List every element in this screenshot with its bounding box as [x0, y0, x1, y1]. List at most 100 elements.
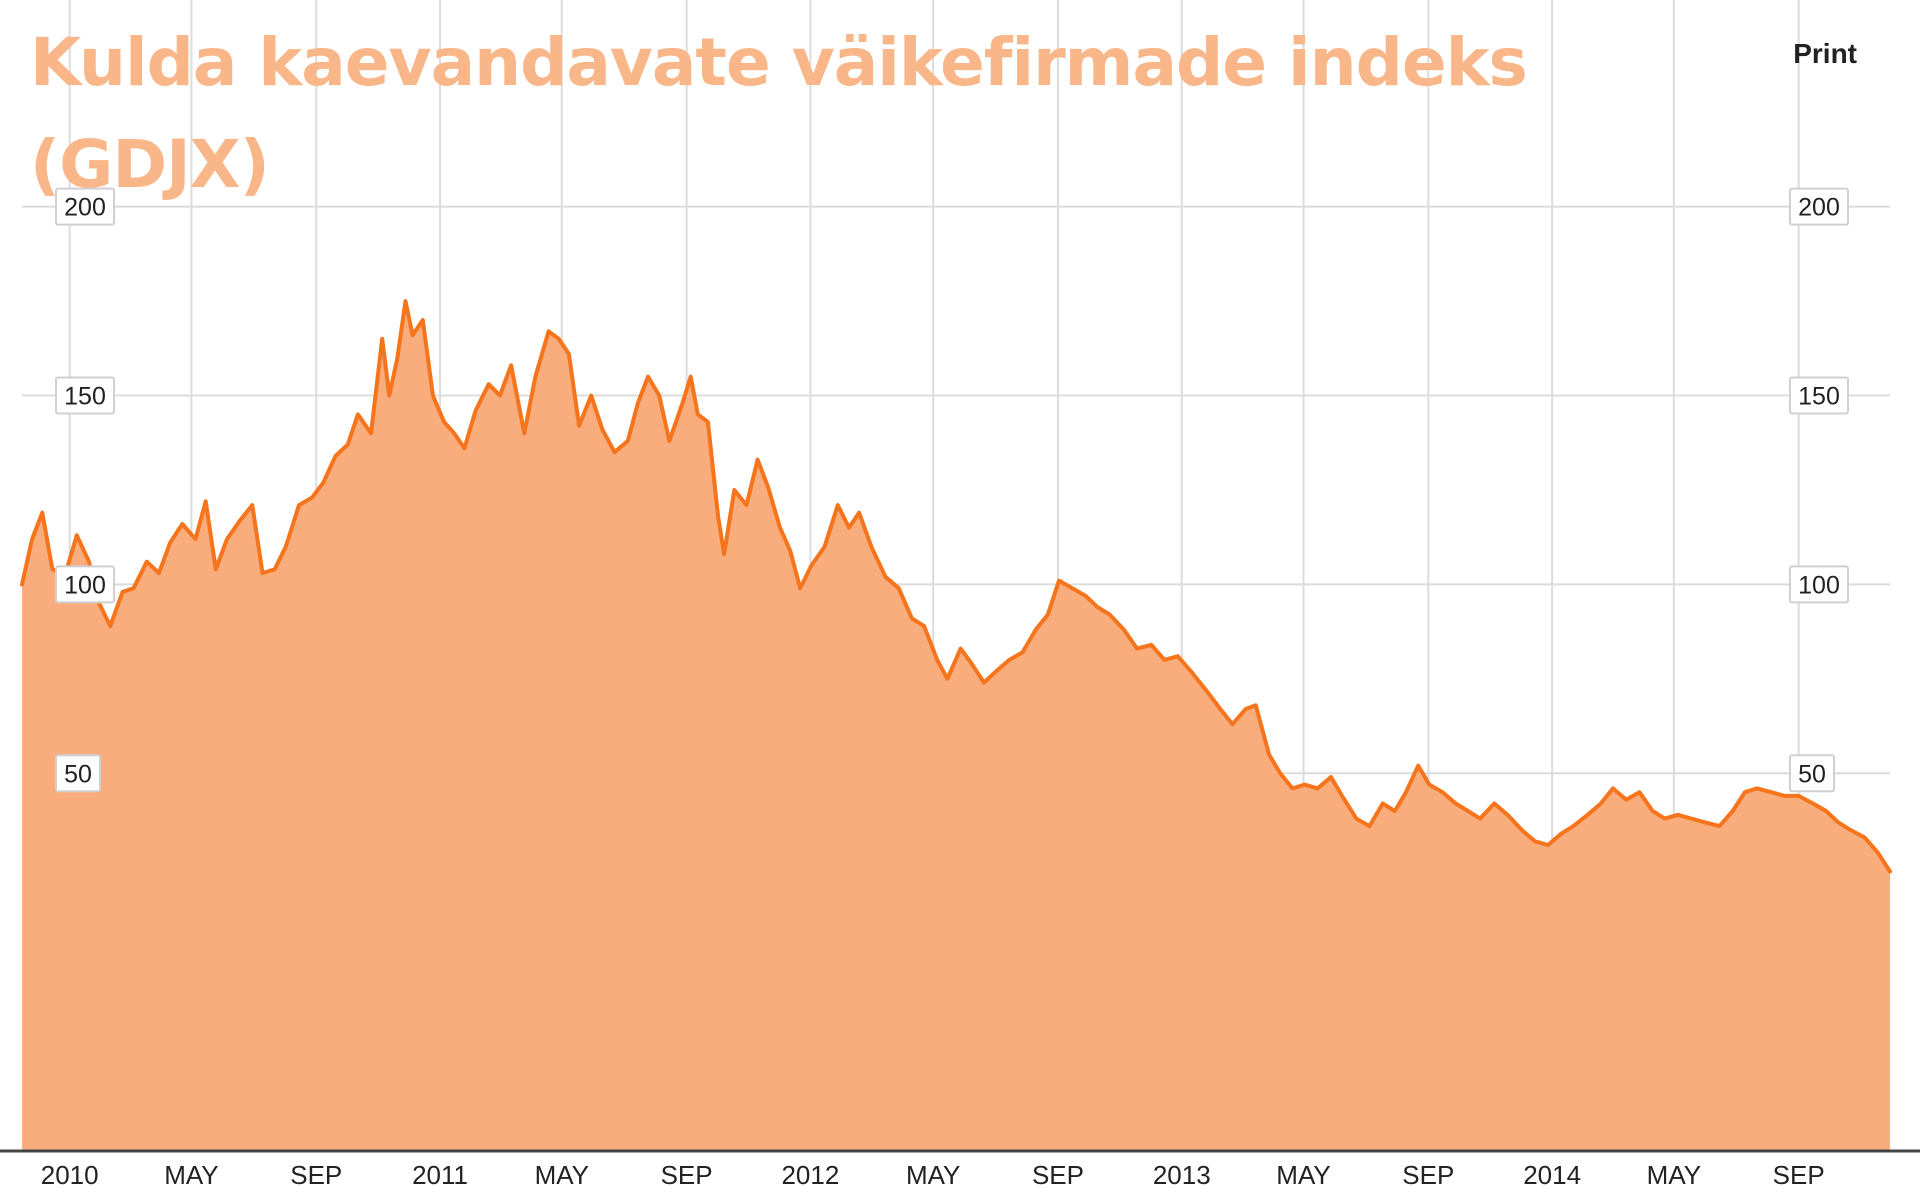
data-point — [1454, 802, 1458, 806]
data-point — [1244, 707, 1248, 711]
data-point — [836, 503, 840, 507]
data-point — [168, 541, 172, 545]
data-point — [1441, 790, 1445, 794]
data-point — [1848, 828, 1852, 832]
data-point — [1189, 669, 1193, 673]
data-point — [30, 537, 34, 541]
data-point — [716, 514, 720, 518]
data-point — [1021, 650, 1025, 654]
data-point — [847, 526, 851, 530]
y-tick-label-left: 50 — [64, 760, 92, 788]
data-point — [1743, 790, 1747, 794]
y-tick-label-left-box: 150 — [55, 376, 115, 415]
y-tick-label-left-box: 200 — [55, 187, 115, 226]
data-point — [1218, 707, 1222, 711]
data-point — [1863, 836, 1867, 840]
series-area — [22, 301, 1890, 1152]
data-point — [1824, 809, 1828, 813]
data-point — [284, 545, 288, 549]
data-point — [1492, 802, 1496, 806]
data-point — [145, 560, 149, 564]
data-point — [1888, 870, 1892, 874]
data-point — [1546, 843, 1550, 847]
data-point — [121, 590, 125, 594]
data-point — [1290, 786, 1294, 790]
data-point — [1586, 813, 1590, 817]
data-point — [380, 337, 384, 341]
y-tick-label-right-box: 150 — [1789, 376, 1849, 415]
data-point — [577, 424, 581, 428]
x-tick-label: 2014 — [1523, 1160, 1581, 1190]
data-point — [1083, 594, 1087, 598]
data-point — [798, 586, 802, 590]
print-button[interactable]: Print — [1793, 38, 1857, 69]
data-point — [1176, 654, 1180, 658]
data-point — [778, 526, 782, 530]
data-point — [696, 412, 700, 416]
data-point — [40, 511, 44, 515]
series-line — [20, 299, 1892, 874]
data-point — [387, 394, 391, 398]
data-point — [1046, 613, 1050, 617]
data-point — [994, 669, 998, 673]
data-point — [87, 560, 91, 564]
data-point — [959, 647, 963, 651]
data-point — [646, 375, 650, 379]
data-point — [1381, 802, 1385, 806]
axes: 2010 MAY SEP 2011 MAY SEP 2012 MAY SEP 2013 MAY SEP… — [0, 187, 1920, 1190]
data-point — [626, 439, 630, 443]
data-point — [487, 382, 491, 386]
data-point — [1703, 820, 1707, 824]
y-tick-label-left-box: 50 — [55, 754, 101, 793]
data-point — [1811, 802, 1815, 806]
data-point — [857, 511, 861, 515]
data-point — [1755, 786, 1759, 790]
x-tick-label: MAY — [1276, 1160, 1330, 1190]
data-point — [732, 488, 736, 492]
series-layer — [20, 299, 1892, 1152]
data-point — [1278, 771, 1282, 775]
data-point — [667, 439, 671, 443]
data-point — [970, 662, 974, 666]
data-point — [1267, 752, 1271, 756]
data-point — [1204, 688, 1208, 692]
data-point — [238, 518, 242, 522]
data-point — [884, 575, 888, 579]
data-point — [636, 401, 640, 405]
data-point — [261, 571, 265, 575]
data-point — [547, 329, 551, 333]
data-point — [1520, 828, 1524, 832]
data-point — [745, 503, 749, 507]
data-point — [1303, 783, 1307, 787]
data-point — [204, 499, 208, 503]
data-point — [533, 375, 537, 379]
data-point — [1108, 613, 1112, 617]
y-tick-label-right: 150 — [1798, 383, 1840, 411]
data-point — [225, 537, 229, 541]
data-point — [452, 431, 456, 435]
data-point — [945, 677, 949, 681]
chart-title: Kulda kaevandavate väikefirmade indeks (… — [30, 24, 1528, 203]
data-point — [431, 394, 435, 398]
data-point — [823, 545, 827, 549]
data-point — [1368, 824, 1372, 828]
data-point — [1416, 764, 1420, 768]
x-tick-label: MAY — [1647, 1160, 1701, 1190]
data-point — [297, 503, 301, 507]
x-tick-label: 2011 — [412, 1160, 468, 1190]
data-point — [421, 318, 425, 322]
y-tick-label-right-box: 100 — [1789, 565, 1849, 604]
data-point — [613, 450, 617, 454]
data-point — [935, 658, 939, 662]
x-tick-label: SEP — [1402, 1160, 1454, 1190]
x-tick-label: SEP — [1032, 1160, 1084, 1190]
x-tick-label: 2010 — [41, 1160, 99, 1190]
x-tick-label: MAY — [535, 1160, 589, 1190]
data-point — [1718, 824, 1722, 828]
data-point — [310, 496, 314, 500]
data-point — [334, 454, 338, 458]
data-point — [1783, 794, 1787, 798]
data-point — [462, 446, 466, 450]
data-point — [1135, 647, 1139, 651]
